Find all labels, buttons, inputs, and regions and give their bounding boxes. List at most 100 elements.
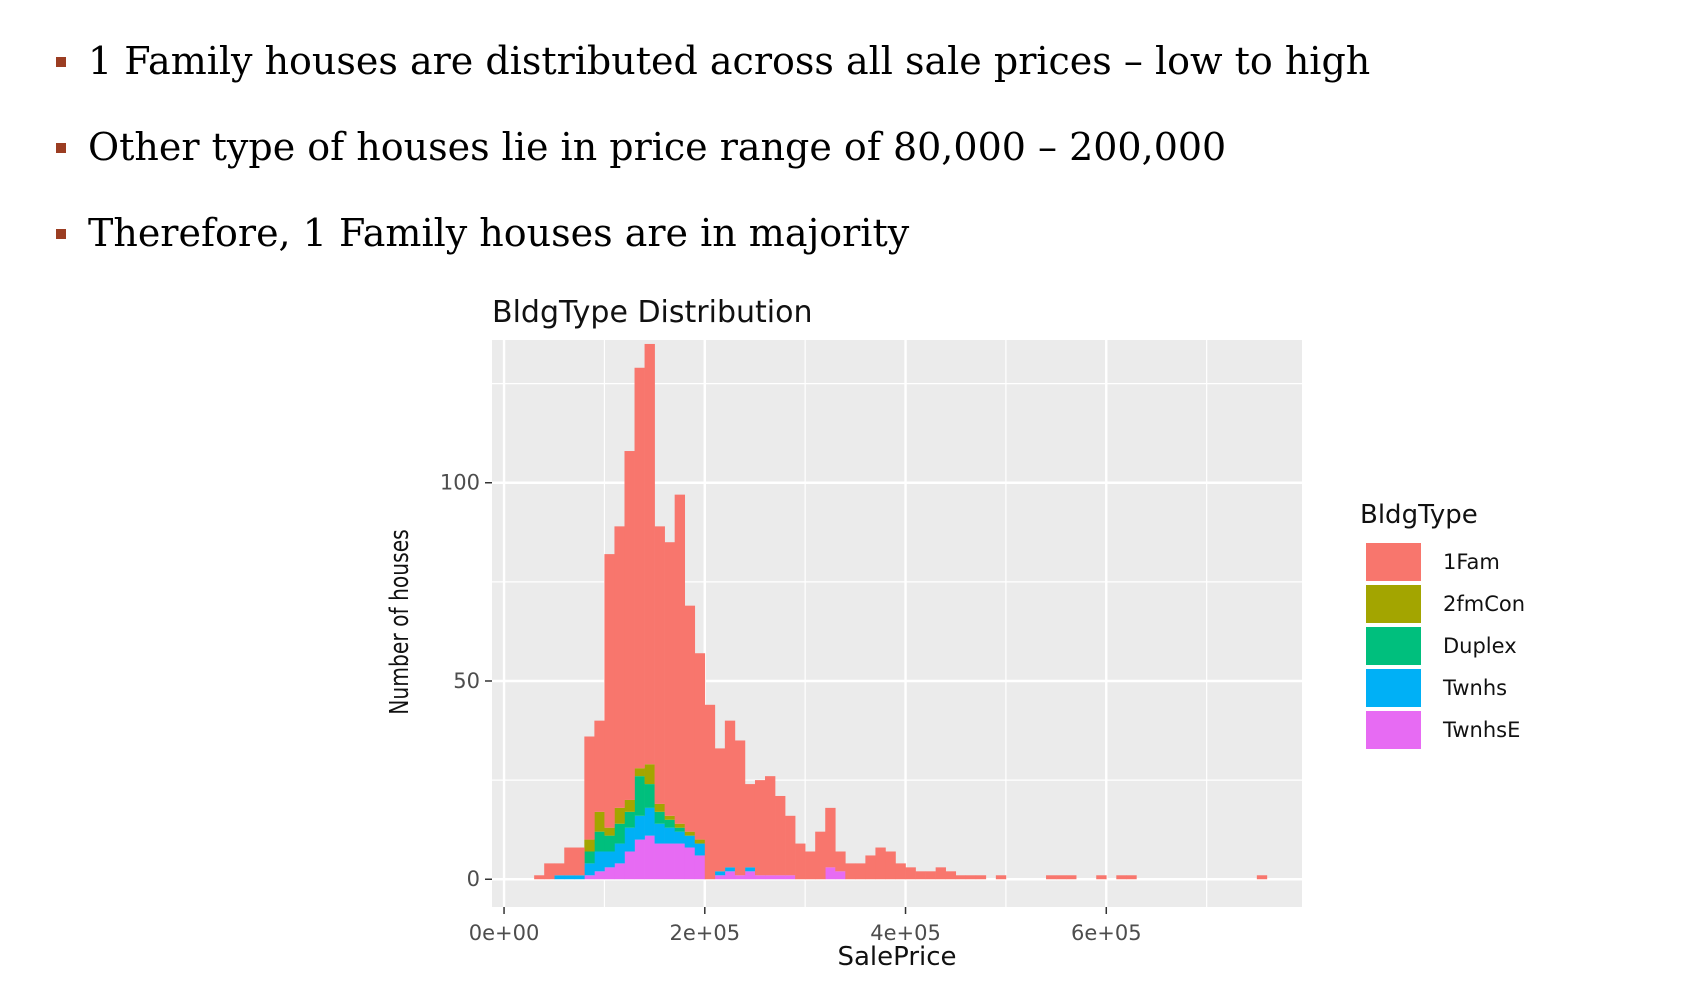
histogram-bar-twnhse xyxy=(604,867,615,880)
histogram-bar-1fam xyxy=(1096,875,1107,880)
histogram-bar-twnhse xyxy=(825,867,836,880)
histogram-bar-2fmcon xyxy=(654,803,665,812)
bullet-text: Other type of houses lie in price range … xyxy=(88,125,1227,169)
histogram-bar-duplex xyxy=(654,811,665,824)
histogram-bar-1fam xyxy=(674,494,686,824)
histogram-bar-twnhs xyxy=(724,867,736,872)
histogram-bar-2fmcon xyxy=(694,839,706,844)
histogram-bar-twnhse xyxy=(714,875,726,880)
histogram-bar-twnhse xyxy=(584,875,595,880)
histogram-bar-1fam xyxy=(1056,875,1067,880)
legend-label: TwnhsE xyxy=(1442,718,1520,742)
histogram-bar-1fam xyxy=(925,871,936,880)
y-tick-label: 0 xyxy=(467,867,480,891)
histogram-bar-2fmcon xyxy=(594,811,605,832)
histogram-bar-twnhse xyxy=(664,843,675,880)
histogram-bar-duplex xyxy=(604,835,615,852)
x-tick-label: 4e+05 xyxy=(870,921,941,945)
x-axis: 0e+00 2e+05 4e+05 6e+05 xyxy=(469,907,1142,945)
histogram-bar-twnhs xyxy=(674,831,686,844)
bullet-list: 1 Family houses are distributed across a… xyxy=(56,18,1370,276)
histogram-bar-2fmcon xyxy=(624,799,635,812)
histogram-bar-duplex xyxy=(594,831,605,852)
bullet-marker-icon xyxy=(56,229,66,239)
histogram-bar-1fam xyxy=(945,871,957,880)
histogram-bar-2fmcon xyxy=(664,815,675,820)
histogram-bar-1fam xyxy=(905,867,916,880)
histogram-bar-1fam xyxy=(875,847,886,880)
histogram-bar-1fam xyxy=(805,851,816,880)
histogram-bar-duplex xyxy=(664,819,675,828)
histogram-bar-1fam xyxy=(694,653,706,840)
bullet-marker-icon xyxy=(56,57,66,67)
histogram-bar-duplex xyxy=(644,784,655,808)
bullet-item: Other type of houses lie in price range … xyxy=(56,104,1370,190)
y-tick-label: 50 xyxy=(453,669,480,693)
histogram-bar-1fam xyxy=(915,871,926,880)
histogram-bar-twnhs xyxy=(684,835,696,848)
histogram-bar-1fam xyxy=(1116,875,1127,880)
histogram-bar-1fam xyxy=(835,851,846,872)
legend-key-twnhse xyxy=(1366,711,1421,749)
histogram-bar-twnhs xyxy=(604,851,615,868)
histogram-bar-1fam xyxy=(554,863,565,876)
legend-title: BldgType xyxy=(1360,500,1478,530)
histogram-bar-1fam xyxy=(885,851,896,880)
histogram-bar-1fam xyxy=(754,780,766,876)
histogram-bar-duplex xyxy=(614,823,625,844)
legend-key-1fam xyxy=(1366,543,1421,581)
histogram-bar-twnhs xyxy=(694,843,706,856)
histogram-bar-2fmcon xyxy=(674,823,686,828)
histogram-bar-twnhs xyxy=(614,843,625,864)
histogram-bar-1fam xyxy=(634,367,645,769)
histogram-bar-twnhse xyxy=(674,843,686,880)
legend-label: Duplex xyxy=(1443,634,1517,658)
histogram-bar-1fam xyxy=(765,776,776,876)
histogram-bar-1fam xyxy=(955,875,967,880)
histogram-bar-2fmcon xyxy=(604,827,615,836)
histogram-bar-twnhse xyxy=(754,875,766,880)
histogram-bar-twnhs xyxy=(634,815,645,840)
histogram-bar-1fam xyxy=(815,831,826,880)
histogram-bar-twnhse xyxy=(634,839,645,880)
histogram-bar-1fam xyxy=(564,847,575,876)
bullet-item: Therefore, 1 Family houses are in majori… xyxy=(56,190,1370,276)
histogram-bar-twnhse xyxy=(775,875,786,880)
histogram-bar-1fam xyxy=(1046,875,1057,880)
legend-key-duplex xyxy=(1366,627,1421,665)
x-tick-label: 0e+00 xyxy=(469,921,540,945)
histogram-bar-1fam xyxy=(654,526,665,804)
histogram-bar-1fam xyxy=(935,867,946,880)
histogram-bar-1fam xyxy=(734,740,746,876)
y-tick-label: 100 xyxy=(440,471,480,495)
histogram-bar-1fam xyxy=(744,784,756,868)
legend: BldgType 1Fam 2fmCon Duplex Twnhs TwnhsE xyxy=(1360,500,1525,749)
histogram-bar-twnhse xyxy=(694,855,706,880)
histogram-bar-duplex xyxy=(634,776,645,816)
bullet-text: Therefore, 1 Family houses are in majori… xyxy=(88,211,910,255)
histogram-bars xyxy=(534,343,1268,880)
histogram-bar-twnhs xyxy=(644,807,655,836)
histogram-bar-1fam xyxy=(624,451,635,800)
histogram-bar-twnhse xyxy=(684,847,696,880)
histogram-bar-twnhs xyxy=(654,823,665,844)
histogram-bar-1fam xyxy=(895,863,906,880)
y-axis: 0 50 100 xyxy=(440,471,492,891)
histogram-bar-1fam xyxy=(714,748,726,872)
histogram-bar-1fam xyxy=(584,736,595,840)
histogram-bar-twnhs xyxy=(564,875,575,880)
histogram-bar-twnhse xyxy=(644,835,655,880)
x-axis-label: SalePrice xyxy=(837,942,956,972)
bullet-marker-icon xyxy=(56,143,66,153)
histogram-bar-2fmcon xyxy=(584,839,595,852)
bullet-text: 1 Family houses are distributed across a… xyxy=(88,39,1371,83)
histogram-bar-twnhse xyxy=(624,851,635,880)
histogram-bar-2fmcon xyxy=(684,831,696,836)
chart-title: BldgType Distribution xyxy=(492,295,812,330)
histogram-bar-1fam xyxy=(644,343,655,765)
histogram-bar-twnhse xyxy=(785,875,796,880)
histogram-bar-twnhs xyxy=(554,875,565,880)
histogram-bar-1fam xyxy=(704,704,716,880)
bullet-item: 1 Family houses are distributed across a… xyxy=(56,18,1370,104)
